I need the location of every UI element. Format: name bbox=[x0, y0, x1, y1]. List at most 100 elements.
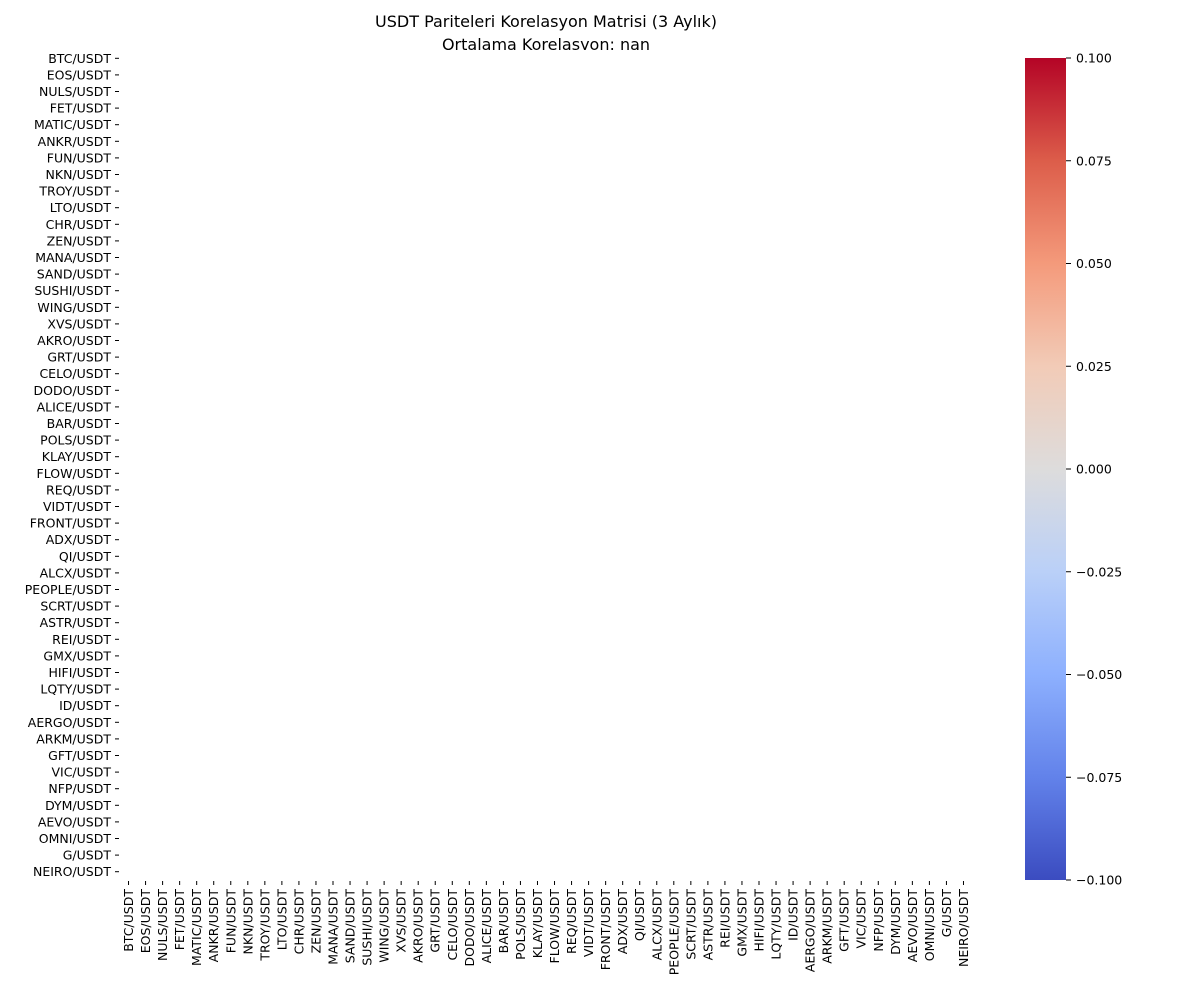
x-tick-label: NULS/USDT bbox=[155, 889, 170, 961]
y-tick-label: XVS/USDT bbox=[47, 316, 111, 331]
x-tick-label: ASTR/USDT bbox=[700, 889, 715, 961]
colorbar-tick-label: −0.100 bbox=[1076, 873, 1122, 888]
y-tick-label: VIC/USDT bbox=[51, 765, 111, 780]
y-tick-label: NFP/USDT bbox=[48, 781, 111, 796]
x-tick-label: POLS/USDT bbox=[513, 889, 528, 960]
x-tick-label: DYM/USDT bbox=[888, 889, 903, 955]
x-tick-label: ZEN/USDT bbox=[308, 889, 323, 954]
y-tick-label: ALCX/USDT bbox=[40, 565, 112, 580]
x-tick-label: CELO/USDT bbox=[445, 889, 460, 961]
y-tick-label: KLAY/USDT bbox=[42, 449, 112, 464]
y-tick-label: SAND/USDT bbox=[37, 267, 112, 282]
y-tick-label: NKN/USDT bbox=[46, 167, 112, 182]
x-tick-label: VIC/USDT bbox=[854, 889, 869, 949]
y-tick-label: DODO/USDT bbox=[34, 383, 112, 398]
x-tick-label: XVS/USDT bbox=[394, 889, 409, 953]
y-tick-label: GRT/USDT bbox=[47, 350, 111, 365]
y-tick-label: BTC/USDT bbox=[48, 51, 111, 66]
x-tick-label: EOS/USDT bbox=[138, 889, 153, 954]
x-tick-label: NKN/USDT bbox=[240, 889, 255, 955]
x-tick-label: ALCX/USDT bbox=[649, 889, 664, 961]
y-tick-label: ZEN/USDT bbox=[47, 233, 112, 248]
x-tick-label: ID/USDT bbox=[786, 889, 801, 941]
y-tick-label: FUN/USDT bbox=[47, 150, 112, 165]
x-tick-label: VIDT/USDT bbox=[581, 889, 596, 957]
y-tick-label: REQ/USDT bbox=[46, 482, 111, 497]
y-tick-label: ANKR/USDT bbox=[38, 134, 112, 149]
y-tick-label: WING/USDT bbox=[37, 300, 111, 315]
y-tick-label: BAR/USDT bbox=[47, 416, 112, 431]
x-tick-label: MATIC/USDT bbox=[189, 889, 204, 966]
colorbar-tick-label: 0.100 bbox=[1076, 51, 1112, 66]
y-tick-label: ADX/USDT bbox=[46, 532, 112, 547]
colorbar-tick-label: 0.050 bbox=[1076, 256, 1112, 271]
y-tick-label: MANA/USDT bbox=[35, 250, 111, 265]
x-tick-label: AEVO/USDT bbox=[905, 889, 920, 963]
x-tick-label: HIFI/USDT bbox=[752, 889, 767, 952]
x-tick-label: ALICE/USDT bbox=[479, 889, 494, 964]
x-tick-label: SCRT/USDT bbox=[683, 889, 698, 960]
y-tick-label: SCRT/USDT bbox=[40, 599, 111, 614]
y-tick-label: ARKM/USDT bbox=[36, 731, 111, 746]
x-tick-label: FLOW/USDT bbox=[547, 889, 562, 964]
x-tick-label: WING/USDT bbox=[377, 889, 392, 963]
y-tick-label: GMX/USDT bbox=[43, 648, 111, 663]
colorbar-tick-label: −0.075 bbox=[1076, 770, 1122, 785]
y-tick-label: CHR/USDT bbox=[46, 217, 112, 232]
x-tick-label: LTO/USDT bbox=[274, 889, 289, 951]
y-tick-label: DYM/USDT bbox=[45, 798, 111, 813]
y-tick-label: FET/USDT bbox=[50, 101, 112, 116]
y-tick-label: TROY/USDT bbox=[38, 184, 111, 199]
y-tick-label: PEOPLE/USDT bbox=[25, 582, 112, 597]
y-tick-label: ALICE/USDT bbox=[37, 399, 112, 414]
chart-subtitle: Ortalama Korelasyon: nan bbox=[441, 35, 651, 54]
x-tick-label: QI/USDT bbox=[632, 889, 647, 941]
y-tick-label: QI/USDT bbox=[59, 549, 111, 564]
y-tick-label: HIFI/USDT bbox=[48, 665, 111, 680]
y-tick-label: VIDT/USDT bbox=[43, 499, 111, 514]
y-tick-label: MATIC/USDT bbox=[34, 117, 111, 132]
x-tick-label: REQ/USDT bbox=[564, 889, 579, 954]
y-tick-label: GFT/USDT bbox=[48, 748, 111, 763]
y-tick-label: AKRO/USDT bbox=[37, 333, 111, 348]
x-tick-label: ANKR/USDT bbox=[206, 889, 221, 963]
y-tick-label: NEIRO/USDT bbox=[33, 864, 111, 879]
y-tick-label: EOS/USDT bbox=[47, 67, 112, 82]
x-tick-label: AKRO/USDT bbox=[411, 889, 426, 963]
x-tick-label: ADX/USDT bbox=[615, 889, 630, 955]
y-tick-label: ASTR/USDT bbox=[40, 615, 112, 630]
y-tick-label: POLS/USDT bbox=[40, 433, 111, 448]
y-tick-label: ID/USDT bbox=[59, 698, 111, 713]
y-tick-label: OMNI/USDT bbox=[39, 831, 112, 846]
x-tick-label: FET/USDT bbox=[172, 889, 187, 951]
x-tick-label: CHR/USDT bbox=[291, 889, 306, 955]
x-tick-label: PEOPLE/USDT bbox=[666, 889, 681, 976]
x-tick-label: NEIRO/USDT bbox=[956, 889, 971, 967]
x-tick-label: BAR/USDT bbox=[496, 889, 511, 954]
x-tick-label: ARKM/USDT bbox=[820, 889, 835, 964]
x-tick-label: OMNI/USDT bbox=[922, 889, 937, 962]
x-tick-label: REI/USDT bbox=[717, 889, 732, 948]
x-tick-label: TROY/USDT bbox=[257, 889, 272, 962]
chart-title: USDT Pariteleri Korelasyon Matrisi (3 Ay… bbox=[375, 12, 717, 31]
x-tick-label: BTC/USDT bbox=[121, 889, 136, 952]
x-tick-label: GFT/USDT bbox=[837, 889, 852, 952]
y-tick-label: CELO/USDT bbox=[39, 366, 111, 381]
x-tick-label: NFP/USDT bbox=[871, 889, 886, 952]
x-tick-label: GMX/USDT bbox=[734, 889, 749, 957]
y-tick-label: LQTY/USDT bbox=[40, 682, 111, 697]
y-tick-label: LTO/USDT bbox=[50, 200, 112, 215]
x-tick-label: AERGO/USDT bbox=[803, 889, 818, 973]
x-tick-label: FUN/USDT bbox=[223, 889, 238, 954]
x-tick-label: GRT/USDT bbox=[428, 889, 443, 953]
colorbar bbox=[1025, 58, 1066, 880]
y-tick-label: REI/USDT bbox=[52, 632, 111, 647]
y-tick-label: SUSHI/USDT bbox=[34, 283, 111, 298]
x-tick-label: DODO/USDT bbox=[462, 889, 477, 967]
y-tick-label: AERGO/USDT bbox=[28, 715, 112, 730]
y-tick-label: AEVO/USDT bbox=[38, 814, 112, 829]
colorbar-tick-label: −0.050 bbox=[1076, 667, 1122, 682]
colorbar-tick-label: 0.075 bbox=[1076, 153, 1112, 168]
